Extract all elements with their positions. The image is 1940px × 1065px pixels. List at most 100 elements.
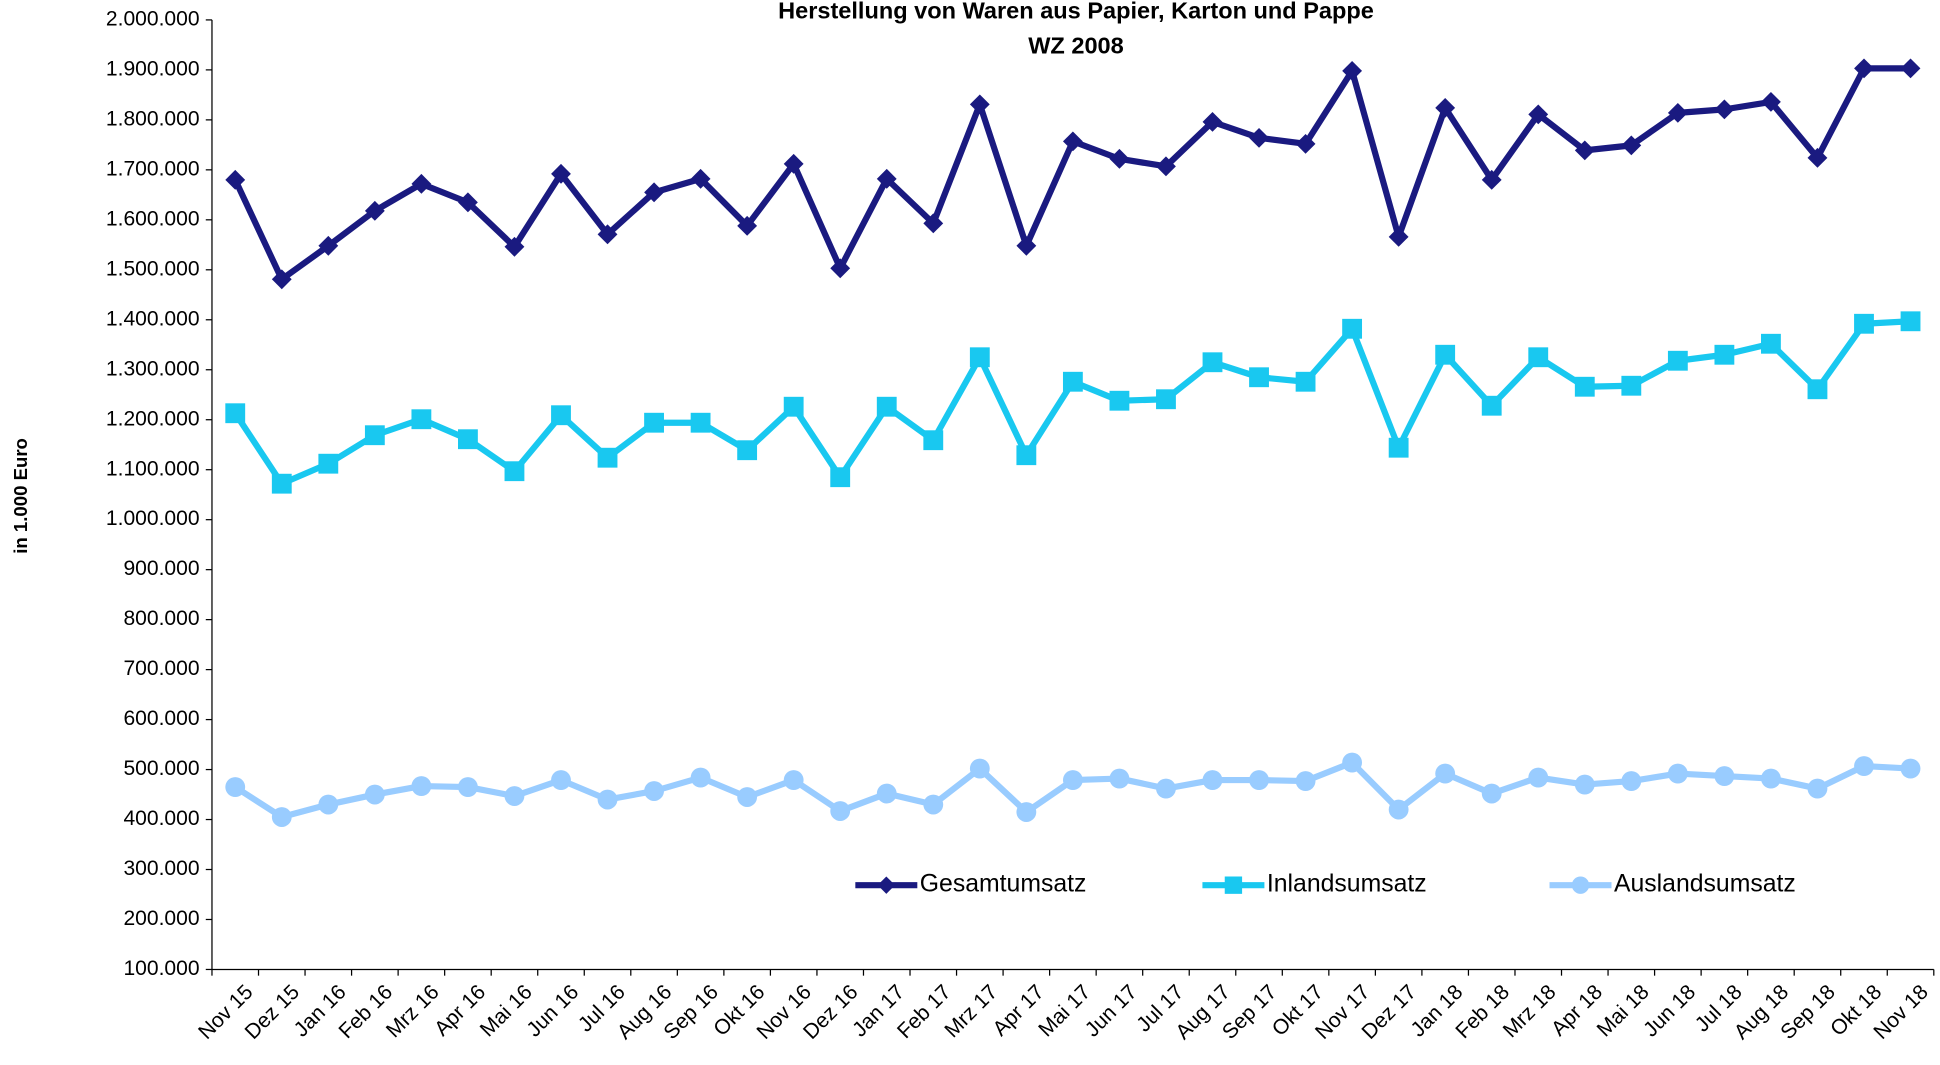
series-line (232, 318, 1911, 487)
y-tick-label: 900.000 (123, 557, 199, 580)
marker (923, 213, 944, 234)
marker (1016, 235, 1037, 256)
marker (1156, 156, 1176, 177)
x-tick-label: Feb 16 (335, 981, 398, 1044)
marker (783, 396, 804, 417)
marker (1295, 371, 1316, 392)
x-tick-label: Feb 17 (893, 981, 956, 1044)
marker (1016, 802, 1037, 822)
legend-marker (1224, 876, 1243, 894)
marker (783, 153, 804, 174)
legend-label: Inlandsumsatz (1267, 871, 1427, 898)
legend-marker (877, 876, 896, 894)
marker (597, 447, 618, 468)
marker (1062, 770, 1083, 790)
marker (1062, 371, 1083, 392)
marker (1714, 766, 1735, 786)
marker (1761, 333, 1781, 354)
marker (411, 776, 432, 796)
marker (969, 94, 990, 115)
marker (1202, 111, 1223, 132)
y-tick-label: 1.900.000 (106, 57, 200, 80)
marker (504, 461, 525, 482)
marker (783, 770, 804, 790)
marker (1435, 763, 1456, 784)
marker (923, 794, 944, 815)
y-tick-label: 600.000 (123, 707, 199, 730)
y-tick-label: 1.700.000 (106, 157, 200, 180)
marker (1109, 390, 1130, 411)
marker (876, 783, 897, 804)
marker (318, 794, 339, 815)
marker (876, 168, 897, 189)
marker (644, 412, 664, 433)
marker (364, 425, 385, 446)
marker (876, 396, 897, 417)
marker (1761, 768, 1781, 789)
chart-subtitle: WZ 2008 (1028, 32, 1124, 58)
marker (411, 409, 432, 430)
marker (1342, 318, 1363, 339)
marker (318, 453, 339, 474)
marker (1667, 350, 1688, 371)
marker (271, 473, 292, 494)
marker (1621, 375, 1642, 396)
y-axis-label: in 1.000 Euro (10, 438, 31, 554)
marker (830, 801, 851, 821)
marker (504, 786, 525, 806)
marker (551, 770, 571, 790)
y-tick-label: 1.200.000 (106, 407, 200, 430)
marker (364, 784, 385, 805)
y-tick-label: 400.000 (123, 807, 199, 830)
marker (644, 781, 664, 801)
x-tick-label: Mai 18 (1593, 981, 1654, 1042)
x-tick-label: Mrz 16 (382, 981, 444, 1043)
legend-marker (1571, 876, 1590, 894)
marker (1528, 767, 1549, 788)
y-tick-label: 1.400.000 (106, 307, 200, 330)
marker (1667, 763, 1688, 784)
legend-label: Auslandsumsatz (1614, 871, 1796, 898)
marker (597, 789, 618, 810)
x-tick-label: Jun 18 (1639, 981, 1700, 1042)
marker (271, 807, 292, 827)
x-tick-label: Mrz 18 (1499, 981, 1561, 1043)
marker (1900, 311, 1921, 332)
marker (1900, 758, 1921, 779)
marker (1761, 91, 1781, 112)
marker (1249, 367, 1269, 388)
x-tick-label: Mrz 17 (940, 981, 1002, 1043)
x-tick-label: Mai 17 (1034, 981, 1095, 1042)
marker (1854, 58, 1874, 79)
marker (1388, 799, 1409, 820)
marker (551, 405, 571, 426)
marker (690, 168, 711, 189)
marker (1807, 379, 1828, 400)
marker (1249, 127, 1269, 148)
marker (1016, 445, 1037, 466)
marker (1295, 771, 1316, 791)
marker (1295, 133, 1316, 154)
marker (458, 429, 478, 450)
marker (1714, 99, 1735, 120)
y-tick-label: 300.000 (123, 857, 199, 880)
marker (737, 787, 758, 807)
marker (737, 215, 758, 236)
marker (1342, 752, 1363, 773)
marker (225, 403, 246, 424)
marker (1528, 104, 1549, 125)
y-tick-label: 2.000.000 (106, 7, 200, 30)
marker (1481, 783, 1502, 804)
y-tick-label: 1.000.000 (106, 507, 200, 530)
marker (1481, 169, 1502, 190)
y-tick-label: 1.500.000 (106, 257, 200, 280)
marker (318, 235, 339, 256)
legend-label: Gesamtumsatz (920, 871, 1087, 898)
y-tick-label: 1.800.000 (106, 107, 200, 130)
marker (923, 430, 944, 451)
marker (1156, 778, 1176, 799)
marker (737, 440, 758, 461)
marker (1062, 131, 1083, 152)
x-tick-label: Mai 16 (476, 981, 537, 1042)
